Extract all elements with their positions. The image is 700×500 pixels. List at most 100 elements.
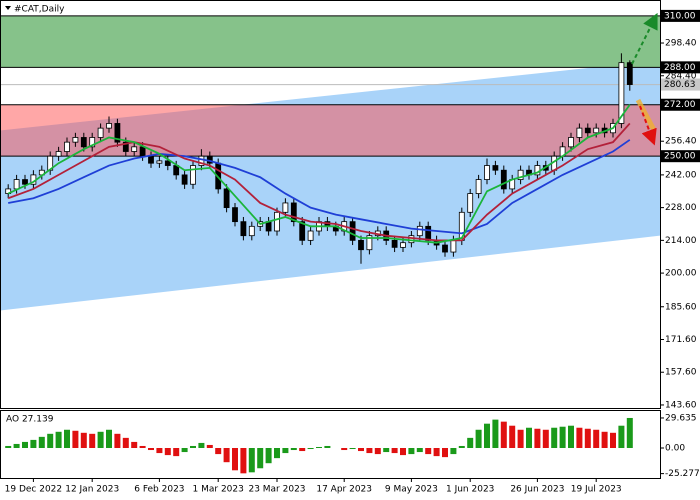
ao-bar xyxy=(442,448,448,458)
y-tick-label: 143.60 xyxy=(665,400,697,410)
ao-bar xyxy=(500,421,507,449)
ao-bar xyxy=(391,448,398,454)
ao-bar xyxy=(282,448,289,454)
ao-bar xyxy=(316,446,322,449)
main-frame xyxy=(0,0,661,409)
candle-body xyxy=(366,235,373,251)
x-tick-label: 17 Apr 2023 xyxy=(316,485,372,495)
ao-bar xyxy=(240,448,247,474)
ao-tick-label: 29.635 xyxy=(665,413,697,423)
current-price-box xyxy=(660,78,700,91)
ao-bar xyxy=(526,427,532,449)
candle-body xyxy=(190,165,196,185)
zone xyxy=(0,15,660,68)
ao-bar xyxy=(383,448,390,453)
ao-bar xyxy=(30,439,37,449)
candle-body xyxy=(626,62,633,85)
forecast-arrow-orange xyxy=(635,98,657,132)
ao-bar xyxy=(593,429,600,449)
ao-bar xyxy=(139,445,146,449)
level-box xyxy=(660,150,700,163)
candle-body xyxy=(22,179,28,185)
ao-tick-label: -25.277 xyxy=(665,469,700,479)
ao-bar xyxy=(80,432,87,449)
level-label: 272.00 xyxy=(664,100,696,110)
candle-body xyxy=(290,202,297,223)
candle-body xyxy=(55,151,62,157)
ao-bar xyxy=(248,448,255,473)
ao-bar xyxy=(215,448,222,455)
candle-body xyxy=(274,211,280,232)
ao-bar xyxy=(341,448,348,451)
ao-bar xyxy=(181,448,188,453)
ao-bar xyxy=(122,437,129,449)
ao-bar xyxy=(206,444,213,449)
x-tick-label: 1 Mar 2023 xyxy=(193,485,244,495)
x-tick-label: 23 Mar 2023 xyxy=(248,485,305,495)
candle-body xyxy=(72,137,79,143)
ao-bar xyxy=(72,430,79,449)
candle-body xyxy=(114,123,121,143)
ao-bar xyxy=(484,423,490,449)
ao-bar xyxy=(534,428,541,449)
ao-bar xyxy=(324,445,331,449)
candle-body xyxy=(89,137,96,148)
ao-frame xyxy=(0,410,661,479)
ao-tick-label: 0.00 xyxy=(665,444,685,454)
level-label: 250.00 xyxy=(664,152,696,162)
candle-body xyxy=(568,137,574,148)
candle-body xyxy=(500,169,507,190)
candle-body xyxy=(400,242,406,248)
candle-body xyxy=(164,160,171,166)
ao-bar xyxy=(601,431,608,449)
x-tick-label: 26 Jun 2023 xyxy=(510,485,564,495)
ao-bar xyxy=(47,433,54,449)
candle-body xyxy=(593,127,600,134)
ao-bar xyxy=(114,433,121,449)
ao-title: AO 27.139 xyxy=(6,415,54,425)
ao-bar xyxy=(290,448,297,451)
x-tick-label: 19 Dec 2022 xyxy=(5,485,63,495)
candle-body xyxy=(64,141,70,152)
ao-bar xyxy=(458,445,465,449)
candle-body xyxy=(299,221,306,241)
ao-bar xyxy=(349,448,356,450)
x-tick-label: 19 Jul 2023 xyxy=(571,485,622,495)
ao-bar xyxy=(626,417,633,449)
candle-body xyxy=(131,146,138,152)
candle-body xyxy=(106,123,112,129)
ao-bar xyxy=(416,448,423,453)
ao-bar xyxy=(190,445,196,449)
ao-bar xyxy=(307,448,314,450)
candle-body xyxy=(307,230,314,241)
ao-bar xyxy=(156,448,163,454)
candle-body xyxy=(442,244,448,253)
candle-body xyxy=(517,169,524,180)
ao-bar xyxy=(232,448,238,471)
ao-bar xyxy=(106,429,112,449)
y-tick-label: 256.40 xyxy=(665,137,697,147)
zone xyxy=(0,104,660,157)
ao-bar xyxy=(450,448,457,455)
ao-bar xyxy=(584,428,591,449)
candle-body xyxy=(584,127,591,134)
y-tick-label: 228.00 xyxy=(665,203,697,213)
candle-body xyxy=(97,127,104,138)
ao-bar xyxy=(13,443,20,449)
ao-bar xyxy=(22,441,28,449)
candle-body xyxy=(358,239,364,251)
x-tick-label: 12 Jan 2023 xyxy=(65,485,119,495)
forecast-arrow-down xyxy=(639,105,657,146)
x-tick-label: 1 Jun 2023 xyxy=(446,485,494,495)
ao-bar xyxy=(425,448,432,455)
ao-bar xyxy=(610,432,616,449)
candle-body xyxy=(148,155,154,164)
candle-body xyxy=(5,188,12,194)
y-tick-label: 157.60 xyxy=(665,368,697,378)
ao-bar xyxy=(274,448,280,459)
ao-bar xyxy=(131,441,138,449)
chart-title: #CAT,Daily xyxy=(14,5,65,15)
candle-body xyxy=(450,239,457,253)
y-tick-label: 214.00 xyxy=(665,236,697,246)
